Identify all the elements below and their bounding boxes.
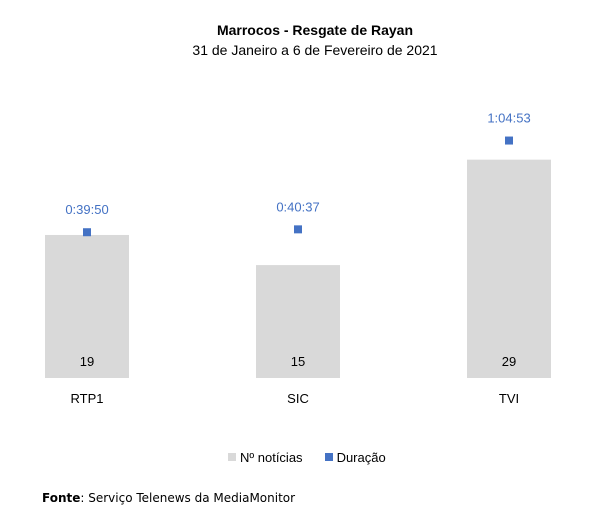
- duration-label-tvi: 1:04:53: [487, 111, 530, 126]
- bar-label-tvi: 29: [502, 354, 516, 369]
- duration-marker-tvi: [505, 136, 513, 145]
- bar-sic: [256, 265, 340, 378]
- duration-marker-rtp1: [83, 228, 91, 237]
- source-note: Fonte: Serviço Telenews da MediaMonitor: [42, 491, 295, 505]
- legend-label-duracao: Duração: [336, 450, 386, 465]
- legend-item-duracao: Duração: [324, 450, 386, 465]
- source-label: Fonte: [42, 491, 81, 505]
- duration-label-sic: 0:40:37: [276, 199, 319, 214]
- chart-plot: 19 RTP1 0:39:50 15 SIC 0:40:37 29 TVI 1:04:53: [45, 111, 551, 406]
- duration-marker-sic: [294, 225, 302, 234]
- legend-label-noticias: Nº notícias: [240, 450, 303, 465]
- legend-swatch-duracao: [324, 453, 333, 461]
- chart-subtitle: 31 de Janeiro a 6 de Fevereiro de 2021: [192, 42, 438, 58]
- source-text: : Serviço Telenews da MediaMonitor: [80, 491, 296, 505]
- bar-rtp1: [45, 234, 129, 378]
- legend-item-noticias: Nº notícias: [228, 450, 303, 465]
- bar-label-sic: 15: [291, 354, 305, 369]
- legend-swatch-noticias: [228, 453, 236, 461]
- bar-label-rtp1: 19: [80, 354, 94, 369]
- chart-title: Marrocos - Resgate de Rayan: [216, 22, 414, 38]
- x-tick-rtp1: RTP1: [71, 391, 104, 406]
- x-tick-tvi: TVI: [499, 391, 519, 406]
- legend: Nº notícias Duração: [228, 450, 386, 465]
- duration-label-rtp1: 0:39:50: [65, 202, 108, 217]
- bar-tvi: [467, 159, 551, 378]
- x-tick-sic: SIC: [287, 391, 309, 406]
